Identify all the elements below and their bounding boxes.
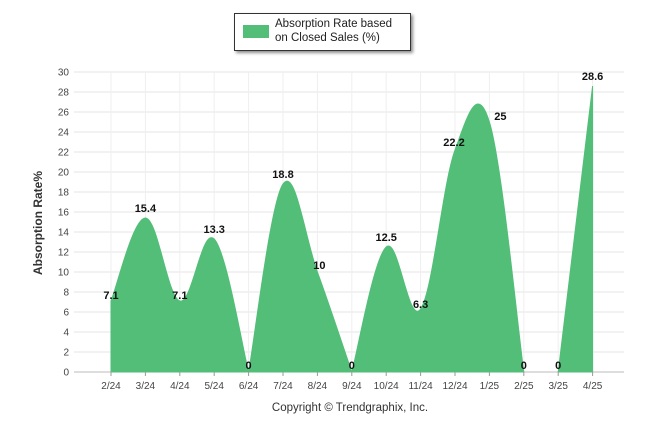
series-area: [110, 85, 594, 373]
x-tick-label: 7/24: [273, 381, 293, 392]
y-tick-label: 12: [58, 248, 70, 259]
data-label: 7.1: [103, 290, 118, 302]
y-tick-label: 0: [63, 368, 69, 379]
x-tick-label: 10/24: [374, 381, 399, 392]
y-tick-label: 10: [58, 268, 70, 279]
data-label: 10: [313, 260, 325, 272]
x-tick-label: 8/24: [308, 381, 328, 392]
y-tick-label: 4: [63, 328, 69, 339]
data-label: 13.3: [203, 224, 224, 236]
y-axis-label: Absorption Rate%: [31, 170, 45, 276]
y-tick-label: 30: [58, 68, 70, 79]
data-label: 0: [349, 360, 355, 372]
copyright-text: Copyright © Trendgraphix, Inc.: [271, 402, 429, 414]
data-label: 6.3: [413, 299, 428, 311]
x-tick-label: 3/24: [136, 381, 156, 392]
data-label: 25: [494, 111, 506, 123]
x-axis-ticks: 2/24 3/24 4/24 5/24 6/24 7/24 8/24 9/24 10/24 11/…: [101, 372, 603, 392]
y-tick-label: 8: [63, 288, 69, 299]
x-tick-label: 4/25: [583, 381, 603, 392]
data-label: 18.8: [272, 169, 293, 181]
y-tick-label: 20: [58, 168, 70, 179]
data-labels: 7.1 15.4 7.1 13.3 0 18.8 10 0 12.5 6.3 22.2 25 0 0 28.…: [103, 71, 603, 372]
x-tick-label: 1/25: [480, 381, 500, 392]
x-tick-label: 3/25: [548, 381, 568, 392]
data-label: 28.6: [582, 71, 603, 83]
y-tick-label: 2: [63, 348, 69, 359]
y-tick-label: 24: [58, 128, 70, 139]
x-tick-label: 6/24: [239, 381, 259, 392]
data-label: 0: [555, 360, 561, 372]
y-tick-label: 14: [58, 228, 70, 239]
y-tick-label: 22: [58, 148, 70, 159]
legend-swatch: [243, 25, 269, 38]
legend: Absorption Rate based on Closed Sales (%…: [234, 13, 411, 51]
data-label: 0: [521, 360, 527, 372]
x-tick-label: 2/25: [514, 381, 534, 392]
data-label: 7.1: [172, 290, 187, 302]
data-label: 12.5: [375, 232, 396, 244]
y-tick-label: 28: [58, 88, 70, 99]
data-label: 0: [246, 360, 252, 372]
x-tick-label: 5/24: [204, 381, 224, 392]
y-tick-label: 26: [58, 108, 70, 119]
x-tick-label: 11/24: [408, 381, 433, 392]
y-tick-label: 16: [58, 208, 70, 219]
y-tick-label: 6: [63, 308, 69, 319]
x-tick-label: 9/24: [342, 381, 362, 392]
data-label: 22.2: [443, 137, 464, 149]
legend-label: Absorption Rate based on Closed Sales (%…: [275, 18, 392, 44]
data-label: 15.4: [135, 203, 157, 215]
y-tick-label: 18: [58, 188, 70, 199]
x-tick-label: 12/24: [442, 381, 467, 392]
x-tick-label: 2/24: [101, 381, 121, 392]
x-tick-label: 4/24: [170, 381, 190, 392]
